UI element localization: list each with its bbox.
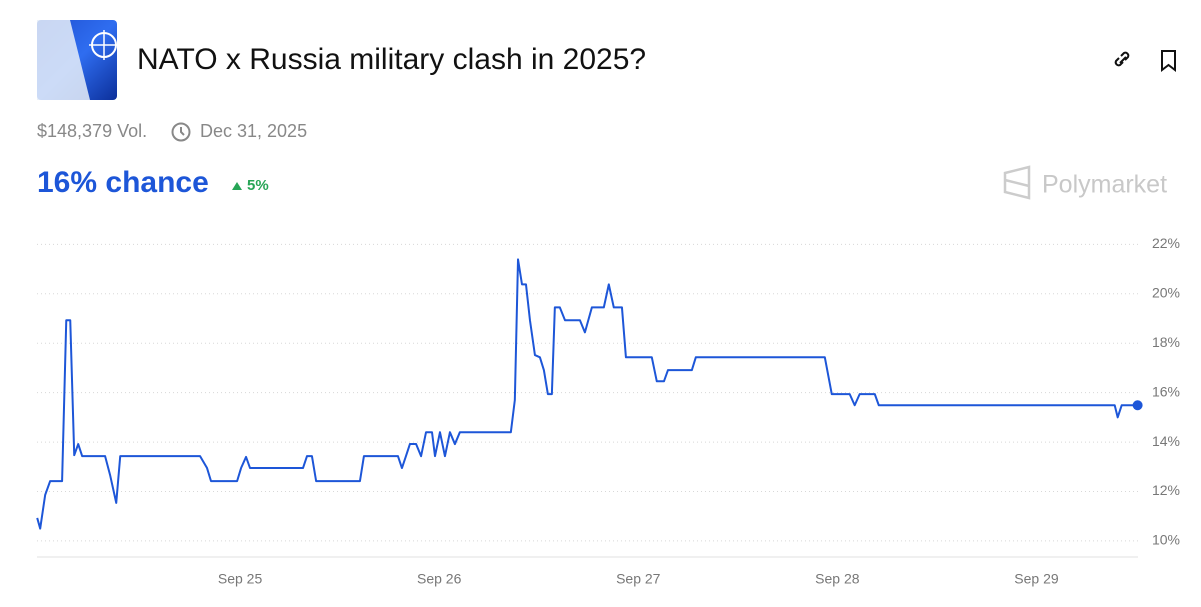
clock-icon <box>171 122 191 142</box>
x-tick-label: Sep 28 <box>815 571 860 587</box>
plot: 10% 12% 14% 16% 18% 20% 22% Sep 25 Sep 26 Sep 27 S… <box>36 235 1180 587</box>
y-tick-label: 22% <box>1152 235 1180 251</box>
end-point <box>1132 400 1143 411</box>
end-date: Dec 31, 2025 <box>200 121 307 141</box>
x-tick-label: Sep 25 <box>218 571 263 587</box>
brand-name: Polymarket <box>1042 171 1167 199</box>
y-tick-label: 14% <box>1152 433 1180 449</box>
thumbnail <box>37 20 119 100</box>
link-button[interactable] <box>1112 50 1130 67</box>
bookmark-button[interactable] <box>1161 50 1176 73</box>
y-tick-label: 20% <box>1152 284 1180 300</box>
brand-logo <box>1003 165 1031 200</box>
volume: $148,379 Vol. <box>37 121 147 141</box>
up-arrow <box>232 182 242 190</box>
change: 5% <box>247 177 269 194</box>
y-tick-label: 12% <box>1152 482 1180 498</box>
x-tick-label: Sep 29 <box>1014 571 1059 587</box>
x-tick-label: Sep 27 <box>616 571 661 587</box>
market-title: NATO x Russia military clash in 2025? <box>137 43 646 76</box>
x-tick-label: Sep 26 <box>417 571 462 587</box>
y-tick-label: 16% <box>1152 383 1180 399</box>
chance: 16% chance <box>37 166 209 199</box>
line <box>36 258 1138 530</box>
y-tick-label: 10% <box>1152 532 1180 548</box>
y-tick-label: 18% <box>1152 334 1180 350</box>
